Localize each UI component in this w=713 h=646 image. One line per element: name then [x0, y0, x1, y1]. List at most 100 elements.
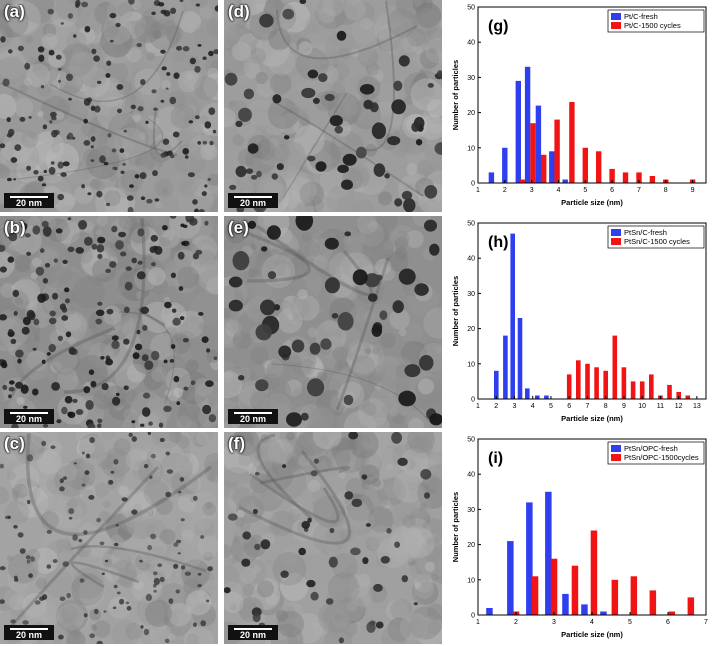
bar-fresh: [525, 388, 530, 399]
tem-panel-a: (a) 20 nm: [0, 0, 218, 212]
bar-cycled: [668, 611, 676, 615]
x-tick-label: 4: [557, 187, 561, 194]
histogram-g: 0 10 20 30 40 50 1 2 3 4 5 6 7 8 9 Particle size (nm) Nu…: [448, 0, 710, 212]
x-tick-label: 7: [637, 187, 641, 194]
bar-cycled: [630, 576, 638, 615]
y-axis-label: Number of particles: [451, 492, 460, 562]
bar-fresh: [545, 491, 552, 615]
x-tick-label: 5: [583, 187, 587, 194]
panel-label: (d): [228, 2, 250, 21]
x-tick-label: 9: [622, 403, 626, 410]
x-tick-label: 9: [691, 187, 695, 194]
scale-bar: 20 nm: [4, 625, 54, 640]
panel-label: (i): [488, 450, 503, 467]
x-tick-label: 4: [531, 403, 535, 410]
bar-cycled: [519, 179, 525, 183]
legend-entry: Pt/C-fresh: [624, 12, 658, 21]
tem-panel-d: (d) 20 nm: [224, 0, 442, 212]
panel-label: (a): [4, 2, 25, 21]
bar-cycled: [569, 102, 575, 183]
x-tick-label: 3: [513, 403, 517, 410]
x-tick-label: 2: [494, 403, 498, 410]
x-tick-label: 4: [590, 619, 594, 626]
y-axis-label: Number of particles: [451, 276, 460, 346]
bar-fresh: [535, 105, 542, 183]
panel-label: (e): [228, 218, 249, 237]
y-tick-label: 10: [467, 145, 475, 152]
scale-bar-label: 20 nm: [239, 630, 266, 640]
x-tick-label: 8: [664, 187, 668, 194]
y-tick-label: 50: [467, 437, 475, 444]
y-tick-label: 0: [471, 181, 475, 188]
bar-cycled: [612, 335, 618, 399]
y-tick-label: 30: [467, 291, 475, 298]
bar-cycled: [676, 392, 681, 399]
bar-cycled: [596, 151, 602, 183]
legend-swatch: [611, 13, 621, 20]
x-tick-label: 1: [476, 403, 480, 410]
y-tick-label: 30: [467, 75, 475, 82]
scale-bar: 20 nm: [228, 193, 278, 208]
bar-cycled: [622, 172, 629, 183]
x-tick-label: 6: [666, 619, 670, 626]
bar-cycled: [530, 123, 536, 183]
bar-cycled: [611, 579, 619, 615]
legend-box: [607, 9, 705, 33]
x-tick-label: 1: [476, 187, 480, 194]
bar-fresh: [488, 172, 495, 183]
legend-swatch: [611, 454, 621, 461]
plot-frame: [477, 6, 707, 184]
bar-fresh: [581, 604, 588, 615]
bar-fresh: [517, 318, 523, 399]
scale-bar: 20 nm: [228, 409, 278, 424]
bar-cycled: [550, 558, 558, 615]
y-axis-label: Number of particles: [451, 60, 460, 130]
bar-fresh: [562, 179, 568, 183]
bar-cycled: [590, 530, 598, 615]
bar-cycled: [554, 119, 560, 183]
x-tick-label: 7: [585, 403, 589, 410]
legend-box: [607, 225, 705, 249]
scale-bar: 20 nm: [228, 625, 278, 640]
x-tick-label: 1: [476, 619, 480, 626]
bar-cycled: [639, 381, 645, 399]
x-tick-label: 2: [503, 187, 507, 194]
bar-cycled: [649, 590, 657, 615]
x-tick-label: 8: [604, 403, 608, 410]
scale-bar: 20 nm: [4, 409, 54, 424]
bar-cycled: [685, 395, 691, 399]
y-tick-label: 40: [467, 40, 475, 47]
bar-cycled: [566, 374, 572, 399]
x-tick-label: 5: [549, 403, 553, 410]
bar-cycled: [585, 363, 590, 399]
panel-label: (g): [488, 18, 508, 35]
plot-frame: [477, 222, 707, 400]
x-tick-label: 13: [693, 403, 701, 410]
scale-bar-label: 20 nm: [15, 630, 42, 640]
legend-box: [607, 441, 705, 465]
bar-fresh: [524, 66, 531, 183]
bar-cycled: [531, 576, 539, 615]
bar-fresh: [515, 80, 521, 183]
x-tick-label: 11: [657, 403, 664, 410]
x-axis-label: Particle size (nm): [561, 630, 623, 639]
x-tick-label: 12: [675, 403, 683, 410]
bar-fresh: [535, 395, 540, 399]
bar-fresh: [510, 233, 515, 399]
y-tick-label: 30: [467, 507, 475, 514]
histogram-h: 0 10 20 30 40 50 1 2 3 4 5 6 7 8 9 10 11 12 13 Particle siz…: [448, 216, 710, 428]
y-tick-label: 40: [467, 472, 475, 479]
bar-fresh: [526, 502, 533, 615]
legend-entry: PtSn/C-fresh: [624, 228, 667, 237]
x-axis-label: Particle size (nm): [561, 198, 623, 207]
panel-label: (f): [228, 434, 245, 453]
y-tick-label: 20: [467, 110, 475, 117]
bar-cycled: [609, 168, 615, 183]
legend-entry: PtSn/C-1500 cycles: [624, 237, 690, 246]
bar-cycled: [571, 565, 579, 615]
histogram-i: 0 10 20 30 40 50 1 2 3 4 5 6 7 Particle size (nm) Numb…: [448, 432, 710, 644]
tem-panel-f: (f) 20 nm: [224, 432, 442, 644]
bar-cycled: [541, 154, 547, 183]
bar-cycled: [636, 172, 642, 183]
scale-bar-label: 20 nm: [239, 198, 266, 208]
